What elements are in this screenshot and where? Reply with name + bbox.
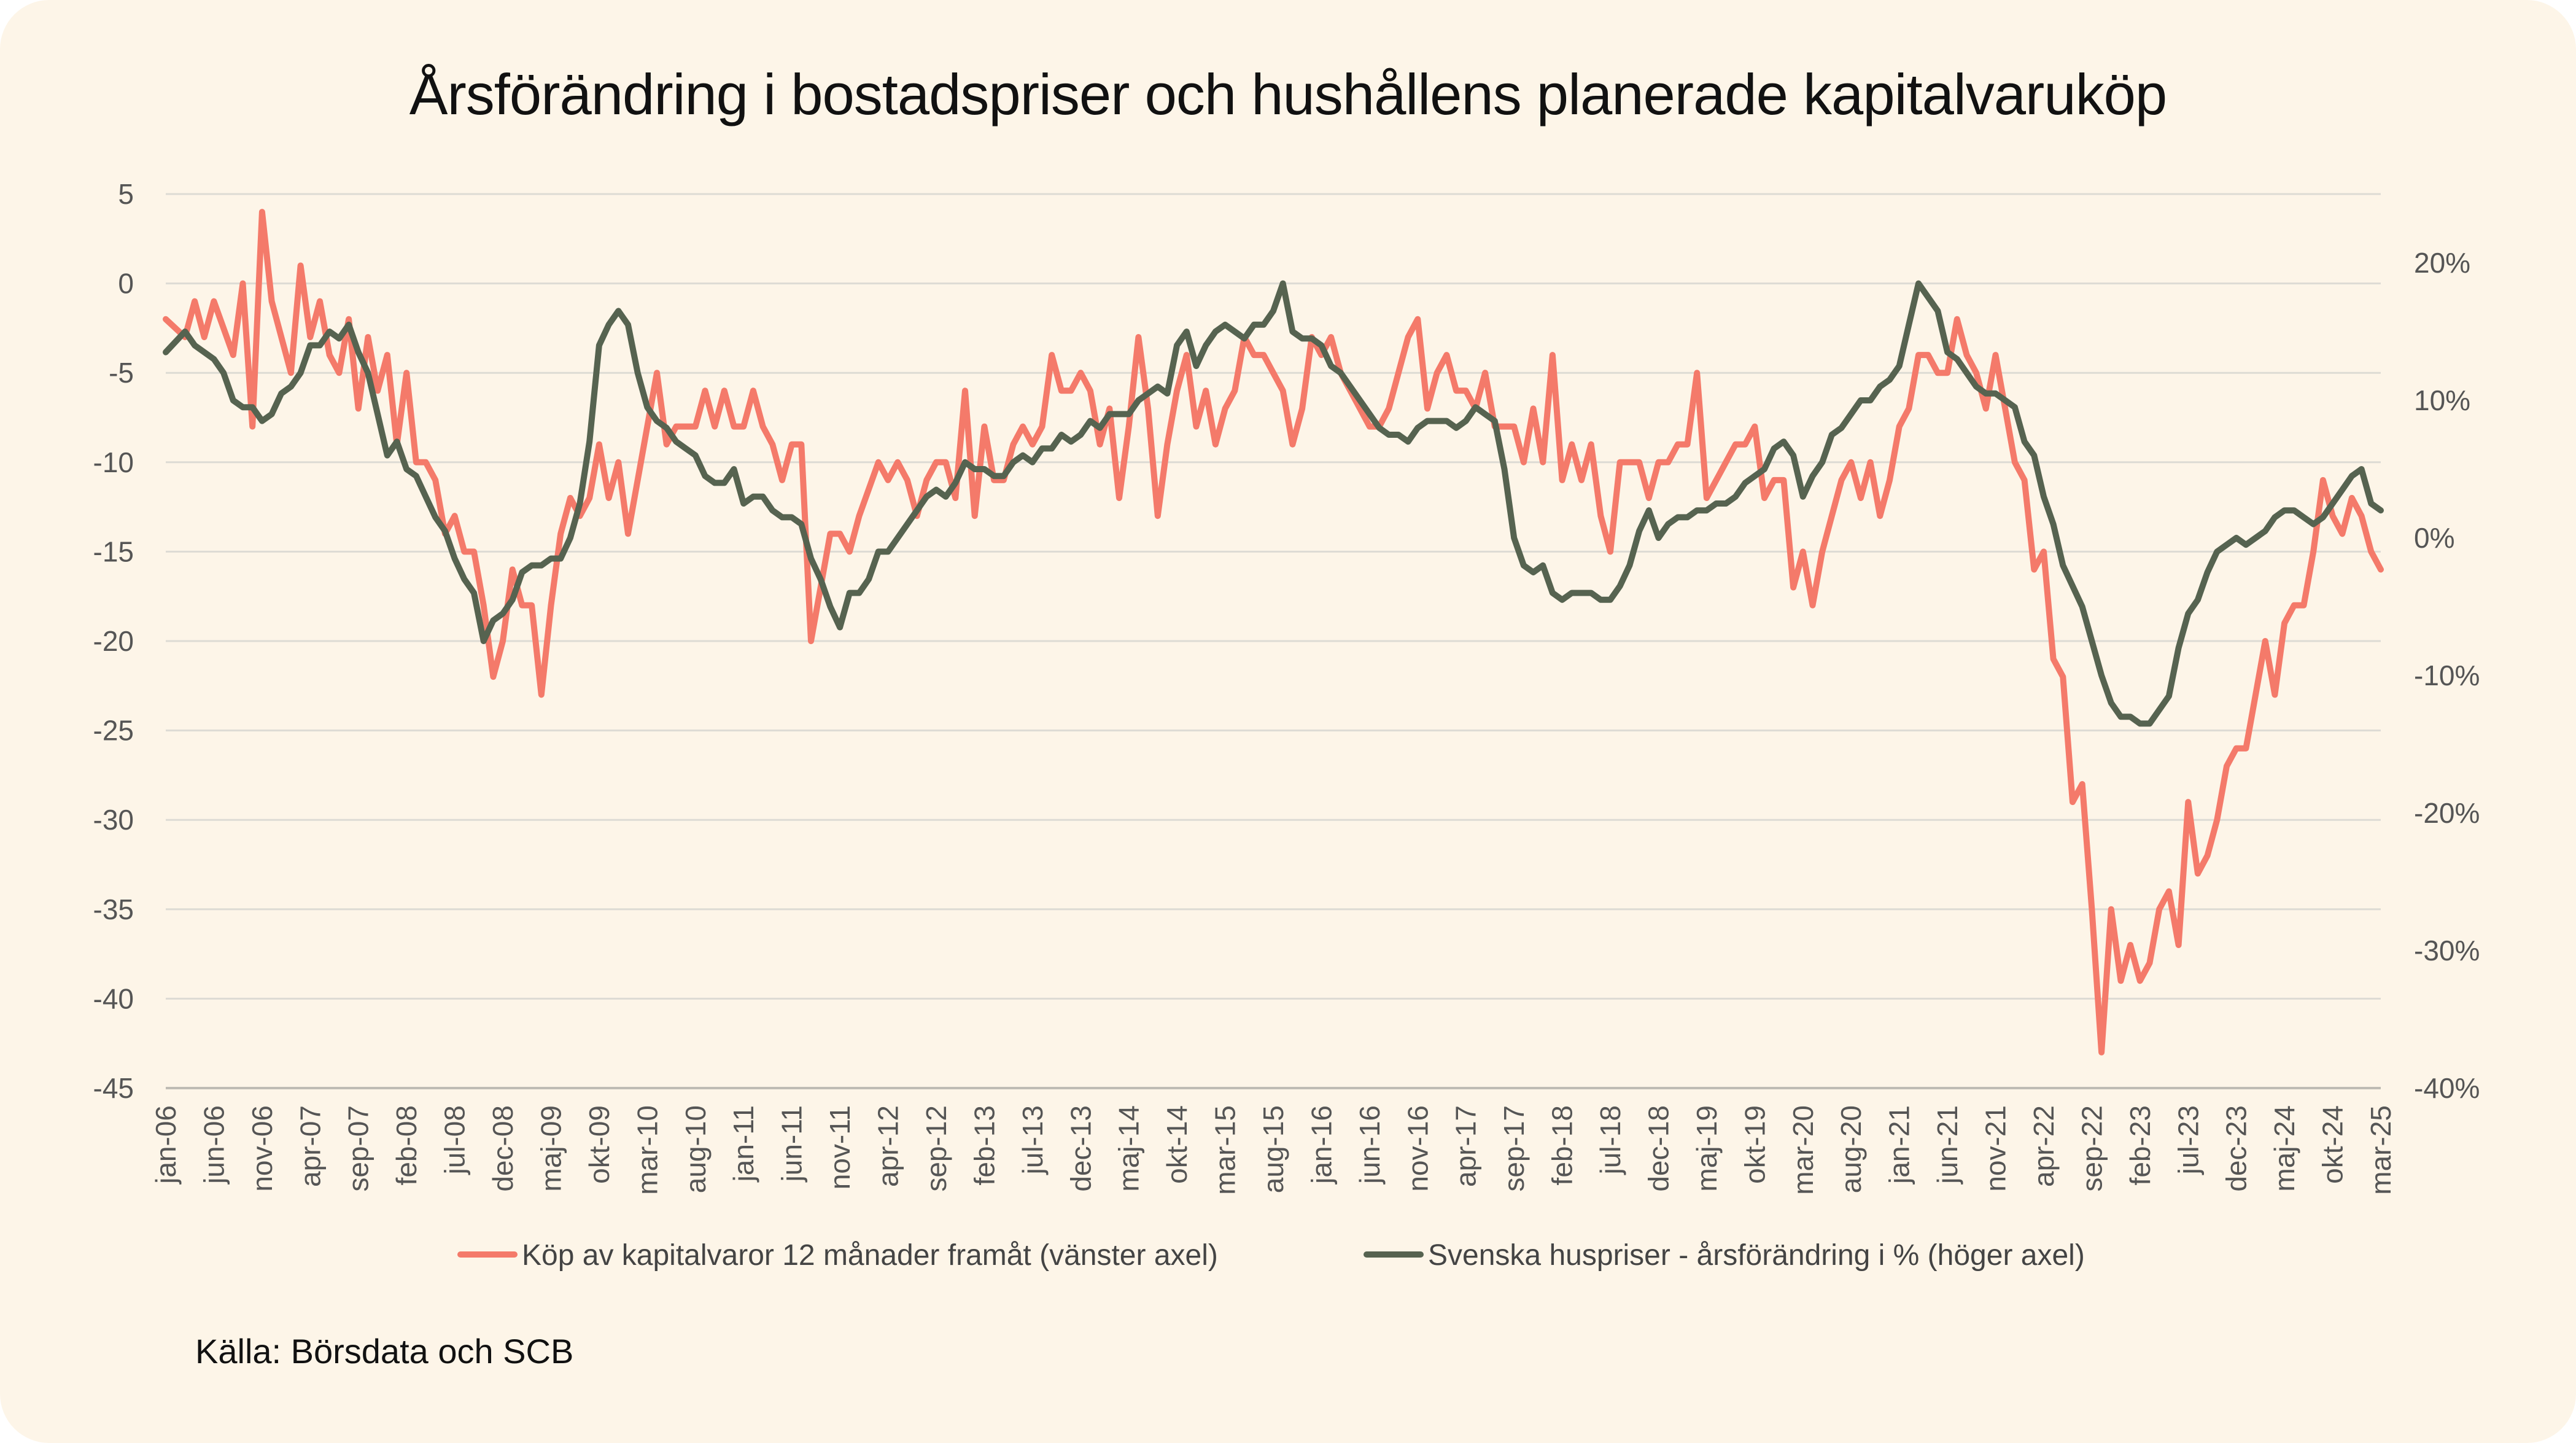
x-tick-label: dec-13 (1065, 1105, 1096, 1192)
x-tick-label: maj-24 (2268, 1105, 2300, 1192)
x-tick-label: sep-17 (1498, 1105, 1530, 1192)
legend-label-prices: Svenska huspriser - årsförändring i % (h… (1428, 1239, 2085, 1272)
source-note: Källa: Börsdata och SCB (195, 1332, 574, 1371)
left-tick-label: -40 (93, 982, 134, 1014)
x-tick-label: aug-10 (680, 1105, 712, 1193)
left-tick-label: -20 (93, 625, 134, 657)
x-tick-label: okt-09 (583, 1105, 615, 1184)
x-tick-label: maj-19 (1691, 1105, 1723, 1192)
x-tick-label: feb-08 (390, 1105, 422, 1185)
gridlines (166, 193, 2381, 1089)
x-tick-label: mar-20 (1787, 1105, 1819, 1195)
x-tick-label: jul-23 (2172, 1105, 2204, 1176)
x-tick-label: jan-11 (727, 1105, 759, 1183)
x-tick-label: nov-11 (824, 1105, 856, 1189)
x-tick-label: aug-20 (1835, 1105, 1867, 1193)
series-line-purchases (163, 209, 2384, 1056)
right-tick-label: -10% (2414, 659, 2480, 691)
x-tick-label: sep-12 (920, 1105, 952, 1192)
right-tick-label: -30% (2414, 935, 2480, 967)
left-tick-label: -25 (93, 715, 134, 747)
x-tick-label: nov-21 (1980, 1105, 2012, 1192)
x-tick-label: nov-06 (246, 1105, 278, 1192)
x-tick-label: okt-19 (1739, 1105, 1771, 1184)
x-tick-label: jan-21 (1884, 1105, 1915, 1185)
x-tick-label: jul-13 (1017, 1105, 1049, 1176)
x-tick-label: jan-16 (1305, 1105, 1337, 1185)
x-tick-label: aug-15 (1257, 1105, 1289, 1193)
left-tick-label: -10 (93, 446, 134, 478)
x-tick-label: okt-14 (1161, 1105, 1193, 1184)
series-line-prices (163, 280, 2384, 727)
x-tick-label: apr-07 (294, 1105, 326, 1187)
x-tick-label: feb-13 (968, 1105, 1000, 1185)
left-tick-label: -35 (93, 893, 134, 925)
legend: Köp av kapitalvaror 12 månader framåt (v… (457, 1239, 2085, 1272)
x-tick-label: jul-18 (1594, 1105, 1626, 1176)
right-tick-label: 0% (2414, 522, 2454, 554)
x-tick-label: jun-16 (1354, 1105, 1386, 1185)
x-tick-label: dec-23 (2221, 1105, 2252, 1192)
x-tick-label: maj-09 (535, 1105, 567, 1192)
x-tick-label: maj-14 (1113, 1105, 1145, 1192)
series-lines (163, 209, 2384, 1056)
x-tick-label: mar-25 (2365, 1105, 2397, 1195)
right-axis-ticks: 20% 10% 0% -10% -20% -30% -40% (2414, 247, 2480, 1104)
chart-title: Årsförändring i bostadspriser och hushål… (409, 62, 2167, 126)
right-tick-label: 10% (2414, 384, 2470, 416)
x-tick-label: sep-22 (2076, 1105, 2108, 1192)
left-tick-label: 5 (118, 178, 134, 210)
left-tick-label: -45 (93, 1072, 134, 1104)
left-axis-ticks: 5 0 -5 -10 -15 -20 -25 -30 -35 -40 -45 (93, 178, 134, 1104)
left-tick-label: -15 (93, 535, 134, 567)
x-tick-label: okt-24 (2317, 1105, 2349, 1184)
x-tick-label: apr-22 (2028, 1105, 2060, 1187)
x-tick-label: mar-10 (631, 1105, 663, 1195)
x-tick-label: nov-16 (1402, 1105, 1433, 1192)
left-tick-label: -30 (93, 804, 134, 836)
x-tick-label: feb-23 (2124, 1105, 2156, 1185)
x-tick-label: dec-18 (1642, 1105, 1674, 1192)
x-tick-label: jun-11 (776, 1105, 808, 1183)
x-tick-label: jun-21 (1931, 1105, 1963, 1185)
legend-label-purchases: Köp av kapitalvaror 12 månader framåt (v… (522, 1239, 1218, 1272)
left-tick-label: -5 (109, 357, 134, 389)
x-tick-label: apr-17 (1450, 1105, 1482, 1187)
x-tick-label: sep-07 (343, 1105, 374, 1192)
right-tick-label: -20% (2414, 797, 2480, 829)
x-tick-label: mar-15 (1209, 1105, 1241, 1195)
left-tick-label: 0 (118, 268, 134, 300)
right-tick-label: 20% (2414, 247, 2470, 279)
right-tick-label: -40% (2414, 1072, 2480, 1104)
x-tick-label: jun-06 (198, 1105, 230, 1185)
x-tick-label: apr-12 (872, 1105, 904, 1187)
x-axis-ticks: jan-06 jun-06 nov-06 apr-07 sep-07 feb-08 jul-… (150, 1105, 2397, 1195)
x-tick-label: dec-08 (487, 1105, 519, 1192)
x-tick-label: jul-08 (439, 1105, 471, 1176)
x-tick-label: feb-18 (1546, 1105, 1578, 1185)
x-tick-label: jan-06 (150, 1105, 182, 1185)
